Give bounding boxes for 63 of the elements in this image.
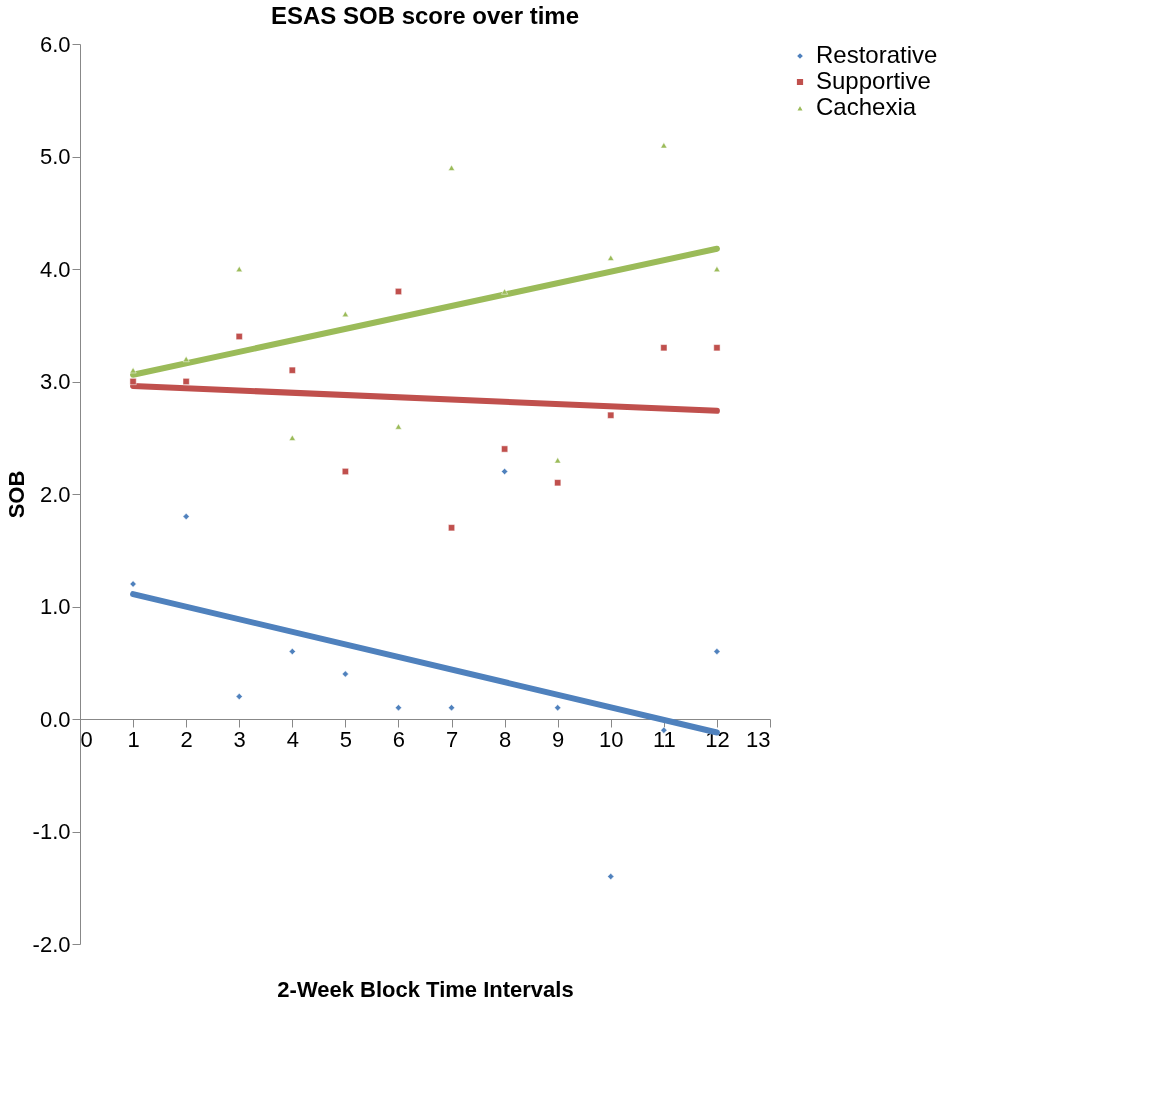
- point: [395, 423, 402, 430]
- point: [713, 266, 721, 272]
- point: [129, 580, 137, 588]
- point: [607, 873, 615, 880]
- x-tick-label: 10: [599, 726, 624, 752]
- point: [554, 479, 562, 487]
- point: [607, 411, 615, 419]
- x-tick-label: 7: [445, 726, 459, 752]
- point: [660, 344, 668, 352]
- point: [182, 378, 190, 385]
- x-tick-label: 3: [233, 726, 246, 752]
- y-tick-label: 1.0: [39, 594, 71, 619]
- point: [341, 311, 349, 317]
- point: [235, 266, 243, 272]
- point: [395, 704, 402, 712]
- point: [501, 468, 509, 475]
- point: [501, 288, 509, 295]
- point: [341, 468, 349, 475]
- x-tick-label: 0: [80, 726, 93, 752]
- point: [554, 457, 562, 464]
- y-tick-label: 2.0: [39, 481, 71, 507]
- x-axis-title: 2-Week Block Time Intervals: [277, 976, 574, 1002]
- point: [660, 142, 668, 149]
- point: [607, 254, 615, 261]
- y-tick-label: 6.0: [39, 31, 71, 57]
- x-tick-label: 5: [339, 726, 353, 752]
- x-tick-label: 8: [498, 726, 512, 752]
- point: [501, 445, 509, 453]
- point: [182, 513, 190, 520]
- chart-title: ESAS SOB score over time: [270, 2, 580, 29]
- y-tick-label: -1.0: [32, 819, 71, 844]
- legend-label: Restorative: [816, 41, 938, 68]
- point: [288, 648, 296, 655]
- x-tick-label: 9: [552, 726, 565, 752]
- point: [235, 333, 243, 340]
- point: [288, 366, 296, 374]
- y-tick-label: 3.0: [39, 369, 71, 394]
- point: [182, 356, 190, 362]
- x-tick-label: 13: [746, 726, 771, 752]
- point: [448, 524, 455, 532]
- point: [129, 367, 137, 374]
- point: [713, 344, 721, 352]
- point: [448, 164, 455, 171]
- y-tick-label: 0.0: [39, 706, 71, 732]
- point: [554, 704, 562, 712]
- x-tick-label: 6: [392, 726, 406, 752]
- point: [713, 648, 721, 655]
- point: [395, 288, 402, 295]
- legend-label: Supportive: [816, 67, 931, 94]
- point: [129, 378, 137, 385]
- x-tick-label: 1: [127, 726, 140, 752]
- y-tick-label: -2.0: [32, 931, 71, 957]
- x-tick-label: 11: [652, 726, 676, 752]
- x-tick-label: 2: [180, 726, 193, 752]
- point: [288, 434, 296, 441]
- y-tick-label: 5.0: [39, 144, 71, 169]
- point: [341, 670, 349, 678]
- x-tick-label: 4: [286, 726, 299, 752]
- point: [448, 704, 455, 712]
- point: [235, 693, 243, 700]
- y-axis-title: SOB: [3, 470, 29, 519]
- y-tick-label: 4.0: [39, 256, 71, 282]
- legend-label: Cachexia: [816, 93, 917, 120]
